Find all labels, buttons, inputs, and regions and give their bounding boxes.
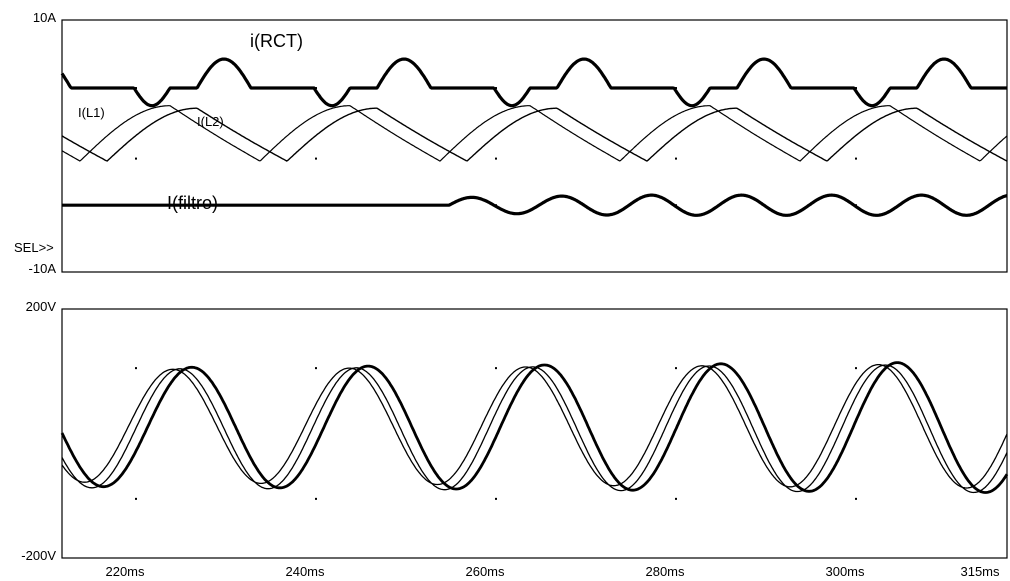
voltage-panel-frame xyxy=(61,308,1008,559)
grid-dot xyxy=(135,157,137,160)
grid-dot xyxy=(495,157,497,160)
x-tick-label: 315ms xyxy=(960,564,1000,579)
series-line-i-rct xyxy=(60,57,1008,108)
x-tick-label: 240ms xyxy=(285,564,325,579)
series-label-i-filtro: I(filtro) xyxy=(167,193,218,213)
series-line-i-l1 xyxy=(61,105,1008,162)
voltage-ymin-label: -200V xyxy=(21,548,56,563)
x-tick-label: 260ms xyxy=(465,564,505,579)
grid-dot xyxy=(675,497,677,500)
voltage-series-line-1 xyxy=(60,361,1009,494)
grid-dot xyxy=(855,367,857,370)
grid-dot xyxy=(675,157,677,160)
grid-dot xyxy=(135,497,137,500)
selection-cursor-label: SEL>> xyxy=(14,240,54,255)
voltage-series-line-3 xyxy=(61,363,1008,489)
grid-dot xyxy=(315,497,317,500)
series-label-i-rct: i(RCT) xyxy=(250,31,303,51)
grid-dot xyxy=(855,497,857,500)
grid-dot xyxy=(495,87,497,90)
voltage-series-line-2 xyxy=(61,364,1008,494)
x-tick-label: 280ms xyxy=(645,564,685,579)
current-ymin-label: -10A xyxy=(29,261,57,276)
x-tick-label: 300ms xyxy=(825,564,865,579)
grid-dot xyxy=(855,87,857,90)
grid-dot xyxy=(135,87,137,90)
x-axis-ticks: 220ms 240ms 260ms 280ms 300ms 315ms xyxy=(105,564,1000,579)
grid-dot xyxy=(675,367,677,370)
grid-dot xyxy=(135,367,137,370)
voltage-grid-dots xyxy=(135,367,857,500)
current-series-group xyxy=(60,57,1008,217)
grid-dot xyxy=(315,367,317,370)
series-label-i-l2: I(L2) xyxy=(197,114,224,129)
grid-dot xyxy=(495,497,497,500)
voltage-series-group xyxy=(60,361,1009,494)
grid-dot xyxy=(855,157,857,160)
series-line-i-filtro xyxy=(61,193,1008,217)
current-grid-dots xyxy=(135,87,857,207)
series-line-i-l2 xyxy=(61,107,1008,162)
grid-dot xyxy=(495,367,497,370)
x-tick-label: 220ms xyxy=(105,564,145,579)
grid-dot xyxy=(315,87,317,90)
current-panel-frame xyxy=(61,19,1008,273)
current-ymax-label: 10A xyxy=(33,10,56,25)
voltage-ymax-label: 200V xyxy=(26,299,57,314)
grid-dot xyxy=(675,87,677,90)
grid-dot xyxy=(315,157,317,160)
series-label-i-l1: I(L1) xyxy=(78,105,105,120)
